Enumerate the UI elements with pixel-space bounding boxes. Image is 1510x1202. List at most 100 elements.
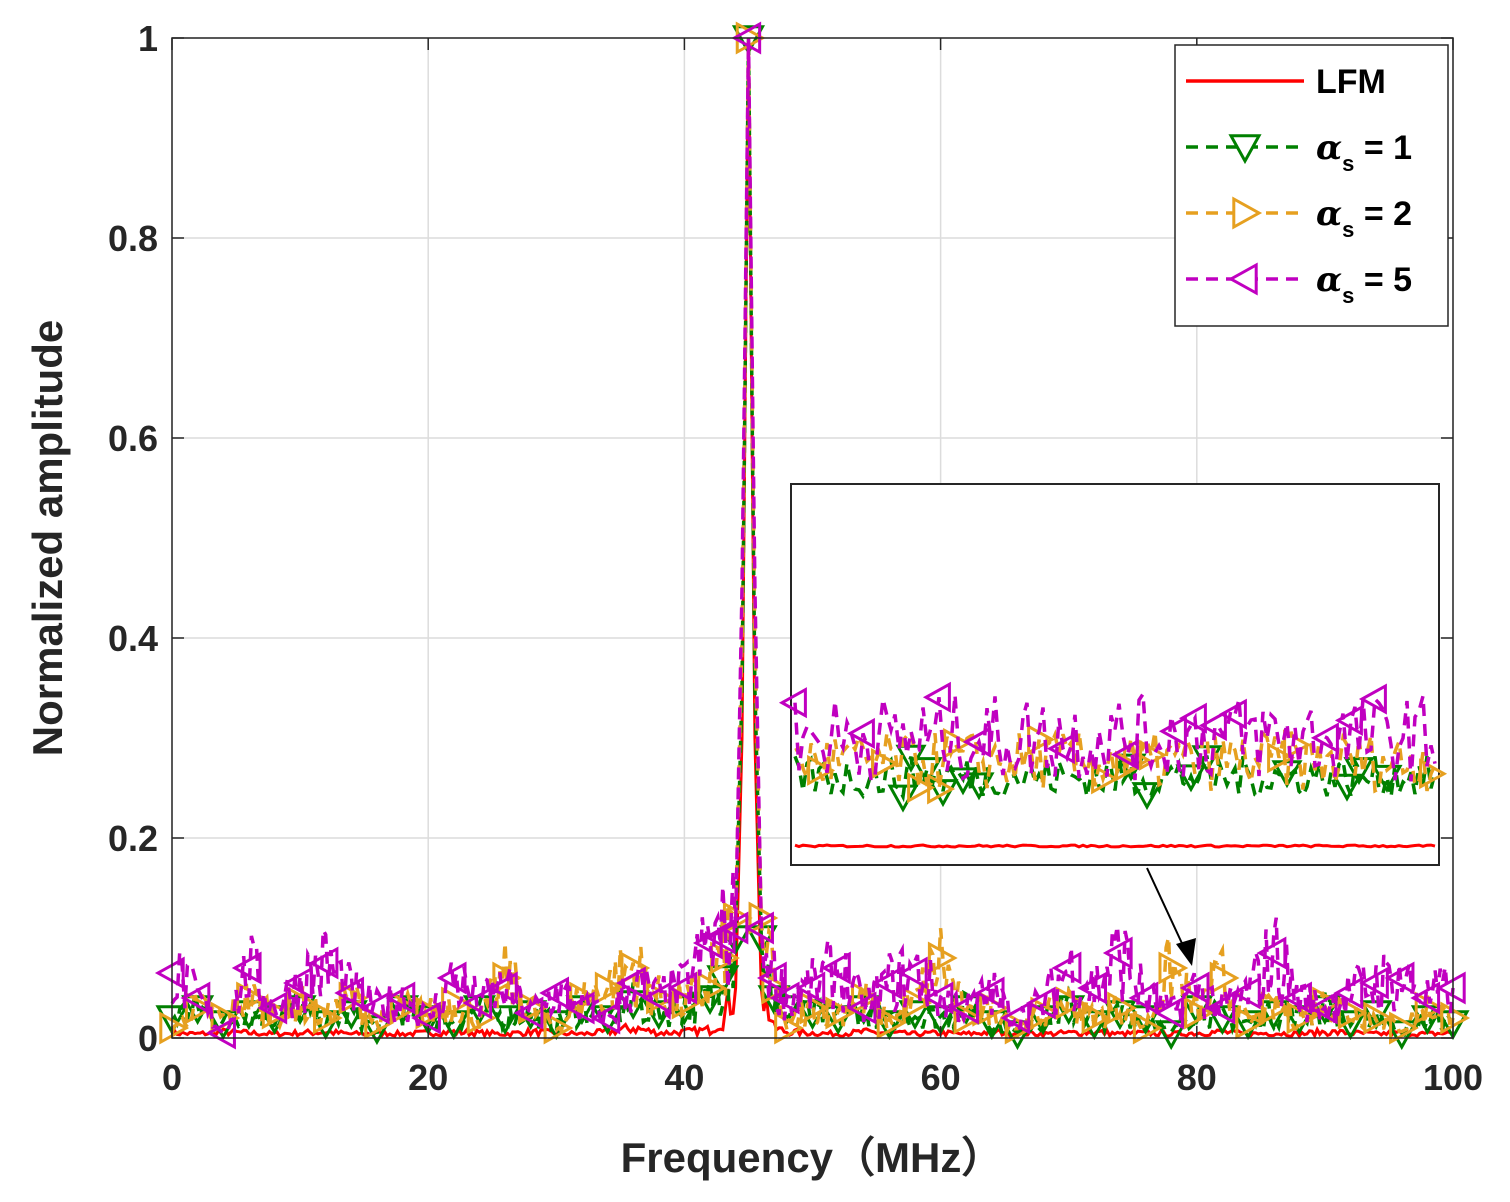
zoom-inset <box>778 483 1448 966</box>
data-point <box>1260 991 1291 1025</box>
inset-marker <box>1091 763 1120 795</box>
legend-item-1: αs = 1 <box>1186 128 1412 176</box>
data-point <box>1256 936 1287 970</box>
data-point <box>641 981 672 1015</box>
series-layer <box>154 21 1471 1051</box>
data-point <box>756 961 787 995</box>
legend-label-1: αs = 1 <box>1316 128 1412 176</box>
data-point <box>1282 981 1312 1015</box>
legend-marker-2 <box>1232 196 1263 230</box>
inset-marker <box>927 779 959 808</box>
data-point <box>872 966 903 1000</box>
data-point <box>1179 971 1210 1005</box>
data-point <box>1363 1001 1394 1035</box>
inset-marker <box>907 772 936 804</box>
data-point <box>1435 971 1466 1005</box>
data-point <box>1081 1001 1112 1035</box>
data-point <box>1184 996 1214 1030</box>
data-point <box>436 961 467 995</box>
data-point <box>1230 976 1261 1010</box>
x-tick-label: 80 <box>1177 1057 1217 1098</box>
y-axis-label: Normalized amplitude <box>24 320 71 756</box>
data-point <box>1333 976 1364 1010</box>
inset-marker <box>1331 773 1363 802</box>
data-point <box>846 991 877 1025</box>
data-point <box>257 991 288 1025</box>
inset-marker <box>871 748 900 780</box>
inset-marker <box>846 717 875 749</box>
data-point <box>594 971 625 1005</box>
data-point <box>385 981 416 1015</box>
y-tick-label: 1 <box>138 18 158 59</box>
data-point <box>517 991 548 1025</box>
inset-line-0 <box>794 843 1436 849</box>
data-point <box>1132 1011 1163 1045</box>
legend-subscript: s <box>1342 283 1354 308</box>
data-point <box>1410 981 1441 1015</box>
inset-marker <box>1198 710 1227 742</box>
data-point <box>974 976 1005 1010</box>
legend-symbol: α <box>1316 128 1342 168</box>
data-point <box>949 995 983 1026</box>
data-point <box>1128 981 1159 1015</box>
data-point <box>313 1001 343 1035</box>
data-point <box>411 1001 441 1035</box>
legend-marker-1 <box>1228 134 1262 165</box>
data-point <box>487 971 518 1005</box>
series-3 <box>154 21 1466 1050</box>
inset-arrow-line <box>1146 867 1187 953</box>
data-point <box>569 981 600 1015</box>
data-point <box>154 956 185 990</box>
data-point <box>731 25 765 56</box>
data-point <box>953 1001 984 1035</box>
legend-item-3: αs = 5 <box>1186 260 1412 308</box>
legend-label-0: LFM <box>1316 63 1386 101</box>
data-point <box>1030 996 1061 1030</box>
inset-line-3 <box>793 688 1437 785</box>
data-point <box>949 991 979 1025</box>
data-point <box>1359 966 1389 1000</box>
series-line-0 <box>170 37 1453 1040</box>
legend-subscript: s <box>1342 151 1354 176</box>
data-point <box>1307 991 1338 1025</box>
data-point <box>1056 986 1086 1020</box>
data-point <box>927 941 958 975</box>
legend-item-2: αs = 2 <box>1186 194 1412 242</box>
inset-marker <box>1158 715 1187 747</box>
legend-marker-3 <box>1227 262 1258 296</box>
data-point <box>492 961 523 995</box>
data-point <box>308 946 339 980</box>
y-tick-label: 0.8 <box>108 218 158 259</box>
inset-marker <box>1310 722 1339 754</box>
inset-marker <box>1175 764 1207 793</box>
data-point <box>744 911 774 945</box>
data-point <box>488 1005 522 1036</box>
inset-line-1 <box>793 755 1437 803</box>
data-point <box>206 1016 236 1050</box>
x-tick-label: 0 <box>162 1057 182 1098</box>
data-point <box>1158 951 1189 985</box>
data-point <box>1051 951 1082 985</box>
series-line-3 <box>170 37 1455 1036</box>
inset-marker <box>1046 733 1075 765</box>
data-point <box>1102 936 1133 970</box>
inset-marker <box>1218 698 1247 730</box>
data-point <box>1154 996 1184 1030</box>
x-tick-label: 60 <box>921 1057 961 1098</box>
data-point <box>564 991 595 1025</box>
inset-marker <box>1131 782 1163 811</box>
plot-frame <box>171 37 1454 1039</box>
data-point <box>1077 971 1108 1005</box>
data-point <box>795 971 826 1005</box>
inset-marker <box>1343 757 1375 786</box>
inset-marker <box>927 773 956 805</box>
data-point <box>769 981 800 1015</box>
data-point <box>1440 1001 1471 1035</box>
legend-rest: = 5 <box>1354 261 1412 299</box>
data-point <box>821 951 851 985</box>
inset-series-3 <box>778 681 1437 785</box>
legend-rest: = 1 <box>1354 129 1412 167</box>
data-point <box>799 991 830 1025</box>
data-point <box>692 926 723 960</box>
